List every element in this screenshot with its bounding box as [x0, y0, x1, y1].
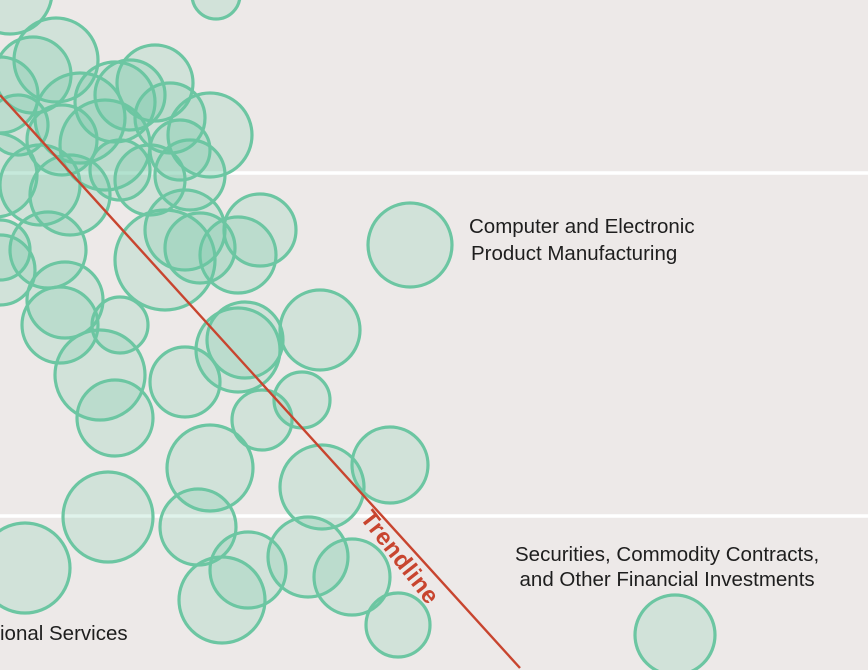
bubble — [0, 233, 37, 307]
bubble — [278, 443, 366, 531]
bubble — [166, 91, 254, 179]
bubble — [75, 378, 155, 458]
bubble — [350, 425, 430, 505]
bubble — [266, 515, 350, 599]
bubble — [148, 118, 212, 182]
bubble — [90, 295, 150, 355]
annotation-professional: ional Services — [0, 620, 128, 647]
bubble — [88, 138, 152, 202]
trendline — [0, 94, 521, 669]
bubble — [177, 555, 267, 645]
bubble — [364, 591, 432, 659]
bubble — [93, 58, 167, 132]
bubble — [198, 215, 278, 295]
annotation-line: ional Services — [0, 622, 128, 645]
bubble — [25, 260, 105, 340]
bubble — [0, 521, 72, 615]
annotation-securities: Securities, Commodity Contracts, and Oth… — [515, 542, 819, 592]
gridlines — [0, 171, 868, 518]
bubble — [205, 300, 285, 380]
bubble — [53, 328, 147, 422]
annotation-line: Securities, Commodity Contracts, — [515, 543, 820, 566]
bubble — [0, 218, 32, 282]
bubble — [143, 188, 227, 272]
bubble — [113, 208, 217, 312]
bubble — [312, 537, 392, 617]
bubble — [230, 388, 294, 452]
bubble — [163, 211, 237, 285]
annotation-line: and Other Financial Investments — [519, 568, 815, 591]
bubble — [633, 593, 717, 670]
trendline-group — [0, 94, 521, 669]
bubble — [148, 345, 222, 419]
annotation-line: Computer and Electronic — [469, 215, 695, 238]
bubble — [366, 201, 454, 289]
bubble — [61, 470, 155, 564]
bubble — [278, 288, 362, 372]
bubble — [20, 285, 100, 365]
annotation-line: Product Manufacturing — [471, 242, 678, 265]
bubble — [0, 0, 53, 36]
annotation-computer: Computer and Electronic Product Manufact… — [469, 213, 695, 267]
bubble — [0, 143, 82, 227]
bubble — [190, 0, 242, 21]
bubbles — [0, 0, 717, 670]
